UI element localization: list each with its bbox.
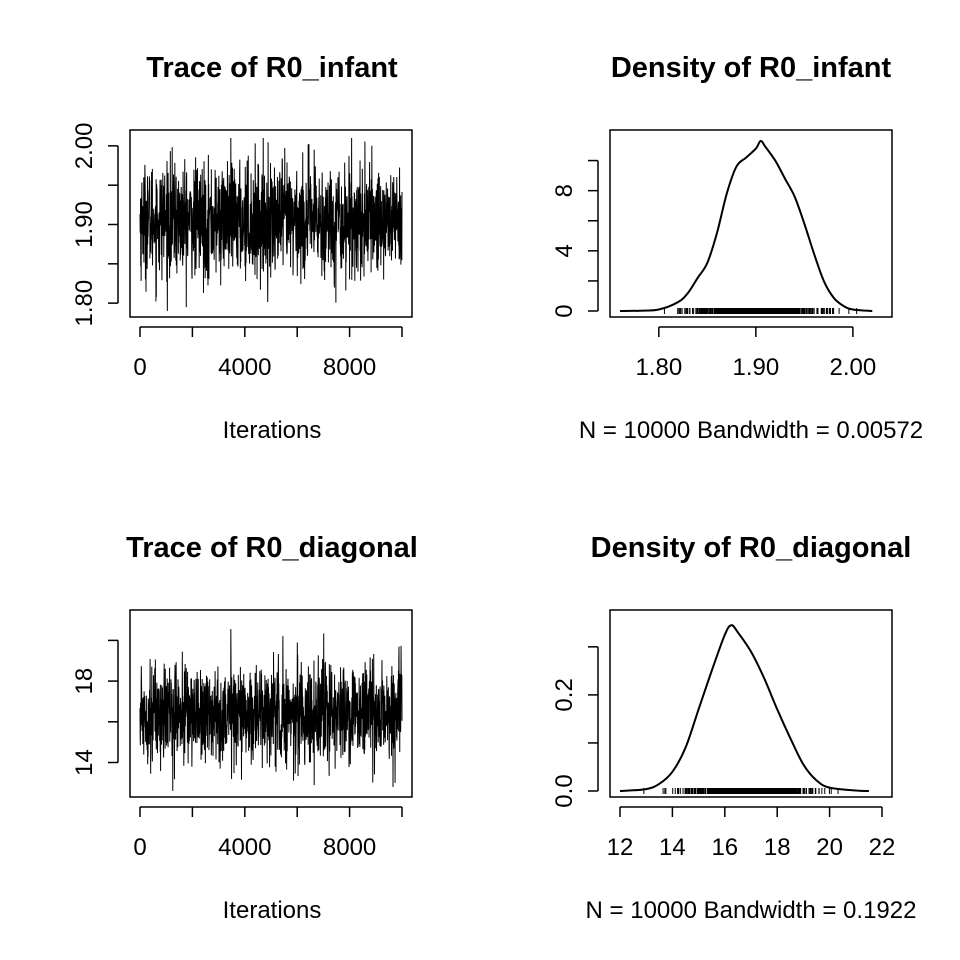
plot-frame xyxy=(129,609,413,798)
x-tick-label: 1.80 xyxy=(635,354,682,381)
x-axis: 0 4000 8000 xyxy=(133,806,403,861)
x-tick-label: 18 xyxy=(764,834,791,861)
chart-title: Trace of R0_diagonal xyxy=(126,532,418,564)
rug-marks xyxy=(643,788,839,794)
trace-series-line xyxy=(139,137,403,312)
x-axis-label: N = 10000 Bandwidth = 0.1922 xyxy=(586,897,917,924)
x-tick-label: 4000 xyxy=(218,834,271,861)
rug-marks xyxy=(663,308,858,314)
x-tick-label: 22 xyxy=(869,834,896,861)
x-axis: 12 14 16 18 20 22 xyxy=(607,806,896,861)
y-tick-label: 0 xyxy=(551,304,578,317)
y-tick-label: 0.2 xyxy=(551,678,578,711)
y-tick-label: 2.00 xyxy=(71,123,98,170)
plot-frame xyxy=(609,129,893,318)
x-axis-label: Iterations xyxy=(223,897,322,924)
y-tick-label: 4 xyxy=(551,244,578,257)
chart-title: Density of R0_diagonal xyxy=(591,532,912,564)
panel-4: Density of R0_diagonal 12 14 16 18 20 22 0.0 0.2… xyxy=(551,532,916,924)
y-tick-label: 14 xyxy=(71,749,98,776)
x-tick-label: 12 xyxy=(607,834,634,861)
y-tick-label: 0.0 xyxy=(551,774,578,807)
y-axis: 0 4 8 xyxy=(551,159,599,318)
x-tick-label: 1.90 xyxy=(732,354,779,381)
x-tick-label: 14 xyxy=(659,834,686,861)
panel-3: Trace of R0_diagonal 0 4000 8000 14 18 Iterati… xyxy=(71,532,418,924)
x-tick-label: 4000 xyxy=(218,354,271,381)
trace-series-line xyxy=(139,629,403,792)
x-tick-label: 20 xyxy=(816,834,843,861)
y-tick-label: 1.80 xyxy=(71,280,98,327)
x-axis-label: N = 10000 Bandwidth = 0.00572 xyxy=(579,417,923,444)
density-curve xyxy=(619,624,869,792)
y-tick-label: 18 xyxy=(71,668,98,695)
plot-frame xyxy=(129,129,413,318)
x-tick-label: 0 xyxy=(133,354,146,381)
panel-2: Density of R0_infant 1.80 1.90 2.00 0 4 8 N = 1… xyxy=(551,52,923,444)
y-tick-label: 1.90 xyxy=(71,201,98,248)
x-axis: 1.80 1.90 2.00 xyxy=(635,326,877,381)
y-axis: 0.0 0.2 xyxy=(551,646,599,808)
chart-title: Trace of R0_infant xyxy=(146,52,398,84)
panel-1: Trace of R0_infant 0 4000 8000 1.80 1.90 2.00 I… xyxy=(71,52,413,444)
y-axis: 14 18 xyxy=(71,639,119,776)
density-curve xyxy=(619,140,873,312)
x-tick-label: 16 xyxy=(711,834,738,861)
plot-frame xyxy=(609,609,893,798)
x-tick-label: 0 xyxy=(133,834,146,861)
x-tick-label: 8000 xyxy=(323,834,376,861)
y-axis: 1.80 1.90 2.00 xyxy=(71,123,119,327)
y-tick-label: 8 xyxy=(551,184,578,197)
x-tick-label: 2.00 xyxy=(830,354,877,381)
x-tick-label: 8000 xyxy=(323,354,376,381)
x-axis-label: Iterations xyxy=(223,417,322,444)
chart-title: Density of R0_infant xyxy=(611,52,892,84)
x-axis: 0 4000 8000 xyxy=(133,326,403,381)
